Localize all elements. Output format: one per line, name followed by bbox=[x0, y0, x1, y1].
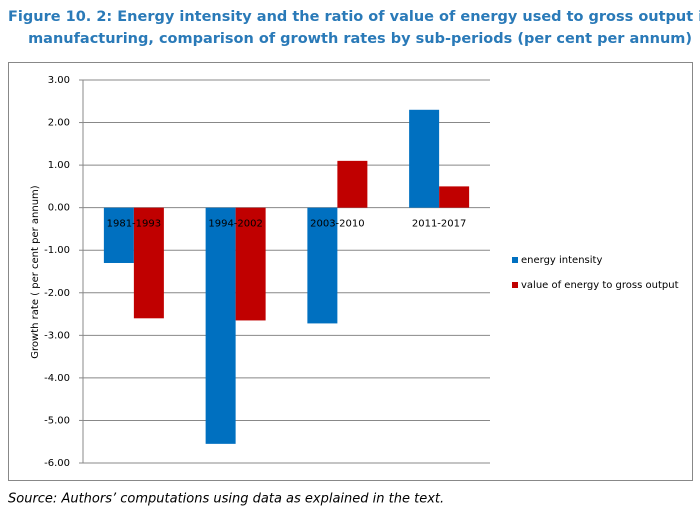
chart-title: Figure 10. 2: Energy intensity and the r… bbox=[8, 9, 700, 25]
bar bbox=[103, 207, 134, 263]
bar bbox=[439, 186, 470, 208]
y-tick-label: 2.00 bbox=[48, 118, 70, 129]
y-axis-label: Growth rate ( per cent per annum) bbox=[30, 185, 41, 358]
x-tick-label: 2011-2017 bbox=[412, 219, 467, 230]
legend-label: energy intensity bbox=[521, 255, 602, 266]
x-tick-label: 1994-2002 bbox=[208, 219, 263, 230]
labels: -6.00 -5.00 -4.00 -3.00 -2.00 -1.00 0.00 1.00 2.… bbox=[44, 75, 678, 469]
y-tick-label: 3.00 bbox=[48, 75, 70, 86]
y-tick-label: -2.00 bbox=[44, 288, 70, 299]
legend-swatch bbox=[512, 282, 518, 288]
bars bbox=[103, 109, 470, 444]
bar bbox=[235, 207, 266, 321]
bar bbox=[409, 109, 440, 208]
bar bbox=[307, 207, 338, 324]
y-tick-label: 0.00 bbox=[48, 203, 70, 214]
legend-label: value of energy to gross output bbox=[521, 280, 679, 291]
y-tick-label: -4.00 bbox=[44, 373, 70, 384]
x-tick-label: 1981-1993 bbox=[107, 219, 162, 230]
chart-frame bbox=[8, 62, 693, 481]
bar bbox=[205, 207, 236, 444]
legend-swatch bbox=[512, 257, 518, 263]
source-note: Source: Authors’ computations using data… bbox=[8, 492, 444, 507]
y-tick-label: -1.00 bbox=[44, 245, 70, 256]
chart-title: manufacturing, comparison of growth rate… bbox=[28, 31, 692, 47]
y-tick-label: -6.00 bbox=[44, 458, 70, 469]
y-tick-label: -5.00 bbox=[44, 415, 70, 426]
y-tick-label: 1.00 bbox=[48, 160, 70, 171]
y-tick-label: -3.00 bbox=[44, 330, 70, 341]
bar bbox=[337, 160, 368, 208]
x-tick-label: 2003-2010 bbox=[310, 219, 365, 230]
bar bbox=[133, 207, 164, 319]
